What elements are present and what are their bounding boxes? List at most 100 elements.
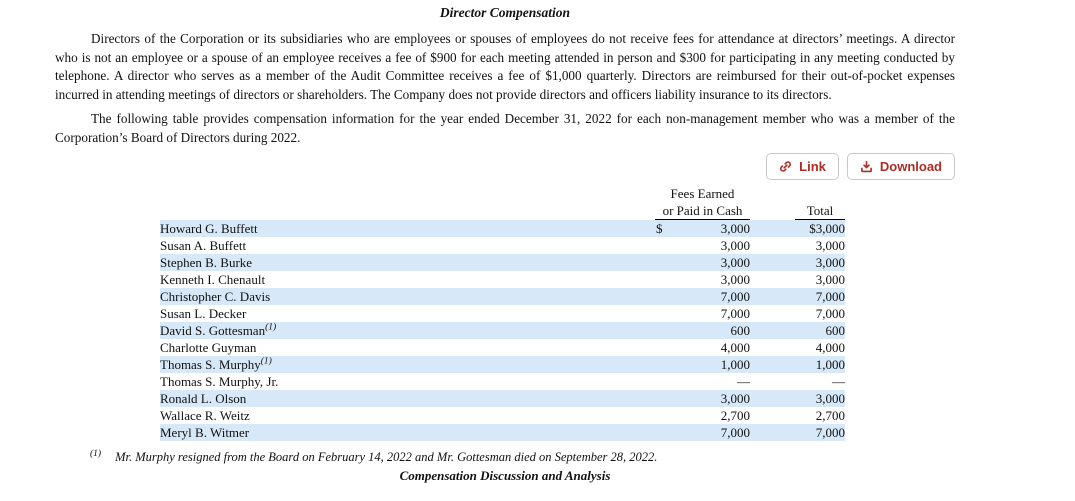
column-gap xyxy=(750,288,795,305)
footnote-ref: (1) xyxy=(260,356,272,367)
director-name: Susan A. Buffett xyxy=(160,238,247,253)
table-row: Thomas S. Murphy(1) 1,000 1,000 xyxy=(160,356,845,373)
fees-cell: 3,000 xyxy=(655,254,750,271)
total-value: 3,000 xyxy=(795,254,845,271)
column-gap xyxy=(750,339,795,356)
director-name: Susan L. Decker xyxy=(160,306,247,321)
column-gap-header xyxy=(750,185,795,220)
column-gap xyxy=(750,237,795,254)
director-name: Thomas S. Murphy(1) xyxy=(160,356,655,373)
total-value: 4,000 xyxy=(815,340,845,355)
director-name: Kenneth I. Chenault xyxy=(160,272,266,287)
director-name: David S. Gottesman(1) xyxy=(160,322,655,339)
column-gap xyxy=(750,271,795,288)
fees-cell: $3,000 xyxy=(655,219,750,237)
table-row: Thomas S. Murphy, Jr. — — xyxy=(160,373,845,390)
fees-value: 3,000 xyxy=(720,272,750,287)
column-gap xyxy=(750,305,795,322)
currency-symbol: $ xyxy=(656,221,663,236)
fees-value: 3,000 xyxy=(720,238,750,253)
total-value: 3,000 xyxy=(815,272,845,287)
link-button[interactable]: Link xyxy=(766,153,839,180)
fees-cell: 7,000 xyxy=(655,305,750,322)
fees-column-header: Fees Earned or Paid in Cash xyxy=(655,185,750,220)
fees-value: — xyxy=(737,374,750,389)
total-value: 600 xyxy=(795,322,845,339)
paragraph-director-fees: Directors of the Corporation or its subs… xyxy=(55,31,955,102)
column-gap xyxy=(750,322,795,339)
fees-cell: 4,000 xyxy=(655,339,750,356)
compensation-table-wrap: Fees Earned or Paid in Cash Total Howard… xyxy=(160,185,845,441)
total-value: 2,700 xyxy=(815,408,845,423)
column-gap xyxy=(750,373,795,390)
fees-header-line2: or Paid in Cash xyxy=(662,203,743,218)
column-gap xyxy=(750,424,795,441)
fees-cell: 7,000 xyxy=(655,288,750,305)
fees-value: 7,000 xyxy=(720,425,750,440)
fees-value: 3,000 xyxy=(720,391,750,406)
table-header-row: Fees Earned or Paid in Cash Total xyxy=(160,185,845,220)
fees-value: 600 xyxy=(730,323,751,338)
director-name: Charlotte Guyman xyxy=(160,340,257,355)
director-name: Howard G. Buffett xyxy=(160,219,655,237)
column-gap xyxy=(750,407,795,424)
fees-cell: 600 xyxy=(655,322,750,339)
fees-value: 7,000 xyxy=(720,306,750,321)
table-row: David S. Gottesman(1) 600 600 xyxy=(160,322,845,339)
director-name: Ronald L. Olson xyxy=(160,390,655,407)
fees-value: 4,000 xyxy=(720,340,750,355)
column-gap xyxy=(750,219,795,237)
table-row: Howard G. Buffett $3,000 $3,000 xyxy=(160,219,845,237)
fees-cell: — xyxy=(655,373,750,390)
table-row: Kenneth I. Chenault 3,000 3,000 xyxy=(160,271,845,288)
total-value: 7,000 xyxy=(795,424,845,441)
link-button-label: Link xyxy=(799,159,826,174)
table-row: Stephen B. Burke 3,000 3,000 xyxy=(160,254,845,271)
total-value: 3,000 xyxy=(815,238,845,253)
total-value: 1,000 xyxy=(795,356,845,373)
toolbar: Link Download xyxy=(55,153,955,180)
document-body: Director Compensation Directors of the C… xyxy=(55,5,955,484)
paragraph-table-intro: The following table provides compensatio… xyxy=(55,111,955,145)
footnote: (1) Mr. Murphy resigned from the Board on… xyxy=(90,449,955,465)
column-gap xyxy=(750,254,795,271)
fees-cell: 1,000 xyxy=(655,356,750,373)
link-icon xyxy=(779,160,792,173)
total-value: — xyxy=(832,374,845,389)
download-icon xyxy=(860,160,873,173)
fees-cell: 3,000 xyxy=(655,271,750,288)
director-name: Meryl B. Witmer xyxy=(160,424,655,441)
next-section-title: Compensation Discussion and Analysis xyxy=(399,468,611,484)
footnote-ref: (1) xyxy=(265,322,277,333)
total-value: $3,000 xyxy=(795,219,845,237)
table-row: Susan A. Buffett 3,000 3,000 xyxy=(160,237,845,254)
compensation-table-body: Howard G. Buffett $3,000 $3,000 Susan A. Bu… xyxy=(160,219,845,441)
fees-cell: 2,700 xyxy=(655,407,750,424)
download-button[interactable]: Download xyxy=(846,153,955,180)
director-name: Christopher C. Davis xyxy=(160,288,655,305)
fees-value: 1,000 xyxy=(720,357,750,372)
compensation-table: Fees Earned or Paid in Cash Total Howard… xyxy=(160,185,845,441)
table-row: Wallace R. Weitz 2,700 2,700 xyxy=(160,407,845,424)
fees-value: 2,700 xyxy=(720,408,750,423)
director-name: Stephen B. Burke xyxy=(160,254,655,271)
table-row: Meryl B. Witmer 7,000 7,000 xyxy=(160,424,845,441)
total-value: 3,000 xyxy=(795,390,845,407)
download-button-label: Download xyxy=(879,159,942,174)
total-value: 7,000 xyxy=(795,288,845,305)
column-gap xyxy=(750,390,795,407)
fees-value: 7,000 xyxy=(720,289,750,304)
total-column-header: Total xyxy=(795,185,845,220)
footnote-text: Mr. Murphy resigned from the Board on Fe… xyxy=(115,450,658,465)
footnote-marker: (1) xyxy=(90,449,102,459)
fees-cell: 3,000 xyxy=(655,390,750,407)
fees-value: 3,000 xyxy=(720,255,750,270)
column-gap xyxy=(750,356,795,373)
page-title: Director Compensation xyxy=(439,5,571,20)
table-row: Christopher C. Davis 7,000 7,000 xyxy=(160,288,845,305)
table-row: Charlotte Guyman 4,000 4,000 xyxy=(160,339,845,356)
total-value: 7,000 xyxy=(815,306,845,321)
director-name: Thomas S. Murphy, Jr. xyxy=(160,374,279,389)
table-row: Ronald L. Olson 3,000 3,000 xyxy=(160,390,845,407)
